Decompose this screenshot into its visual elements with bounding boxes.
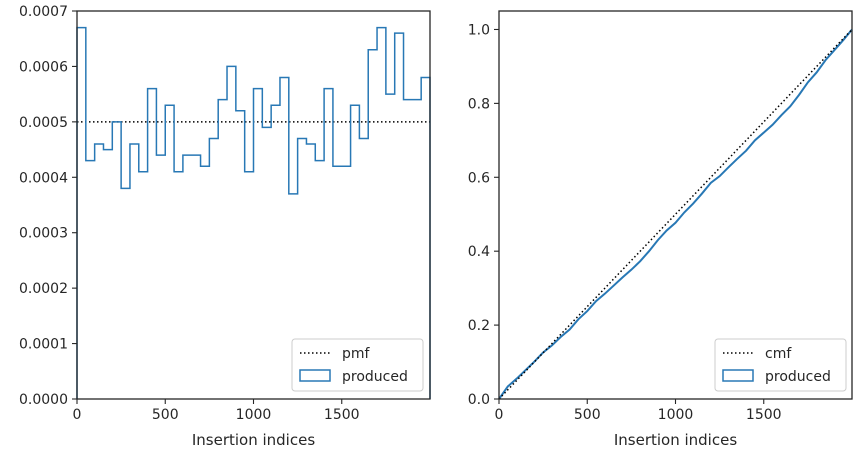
- left-y-tick-label: 0.0002: [19, 281, 68, 297]
- left-x-tick-label: 0: [73, 407, 82, 423]
- left-y-tick-label: 0.0003: [19, 226, 68, 242]
- left-y-tick-label: 0.0005: [19, 115, 68, 131]
- left-y-tick-label: 0.0006: [19, 59, 68, 75]
- right-ticks: 0 500 1000 1500 0.0 0.2 0.4 0.6 0.8 1.0: [468, 22, 782, 423]
- cmf-line: [498, 28, 853, 400]
- left-legend: pmf produced: [291, 338, 424, 392]
- produced-cumulative-line: [498, 28, 853, 400]
- right-x-tick-label: 1500: [746, 407, 782, 423]
- right-plot: 0 500 1000 1500 0.0 0.2 0.4 0.6 0.8 1.0 Insertion…: [468, 10, 853, 449]
- left-x-tick-label: 1000: [236, 407, 272, 423]
- right-y-tick-label: 0.0: [468, 392, 490, 408]
- right-y-tick-label: 0.6: [468, 170, 490, 186]
- left-legend-box: [291, 338, 424, 392]
- left-plot: 0 500 1000 1500 0.0000 0.0001 0.0002 0.0003 0.00…: [19, 4, 431, 449]
- right-x-tick-label: 0: [495, 407, 504, 423]
- left-x-tick-label: 500: [152, 407, 179, 423]
- right-legend-box: [714, 338, 847, 392]
- right-legend-cmf-label: cmf: [765, 346, 792, 362]
- left-legend-pmf-label: pmf: [342, 346, 371, 362]
- right-legend: cmf produced: [714, 338, 847, 392]
- left-x-tick-label: 1500: [324, 407, 360, 423]
- right-y-tick-label: 0.8: [468, 96, 490, 112]
- left-ticks: 0 500 1000 1500 0.0000 0.0001 0.0002 0.0003 0.00…: [19, 4, 360, 423]
- right-y-tick-label: 1.0: [468, 22, 490, 38]
- right-plot-area: [498, 28, 853, 400]
- left-y-tick-label: 0.0001: [19, 337, 68, 353]
- right-y-tick-label: 0.2: [468, 318, 490, 334]
- right-x-tick-label: 500: [574, 407, 601, 423]
- left-legend-produced-swatch: [299, 369, 331, 382]
- produced-histogram-step: [76, 26, 431, 399]
- left-y-tick-label: 0.0007: [19, 4, 68, 20]
- right-y-tick-label: 0.4: [468, 244, 490, 260]
- left-y-tick-label: 0.0004: [19, 170, 68, 186]
- right-legend-produced-swatch: [722, 369, 754, 382]
- left-x-axis-label: Insertion indices: [192, 431, 315, 449]
- left-y-tick-label: 0.0000: [19, 392, 68, 408]
- right-x-tick-label: 1000: [658, 407, 694, 423]
- right-x-axis-label: Insertion indices: [614, 431, 737, 449]
- left-plot-area: [76, 26, 431, 399]
- right-legend-produced-label: produced: [765, 369, 831, 385]
- left-legend-produced-label: produced: [342, 369, 408, 385]
